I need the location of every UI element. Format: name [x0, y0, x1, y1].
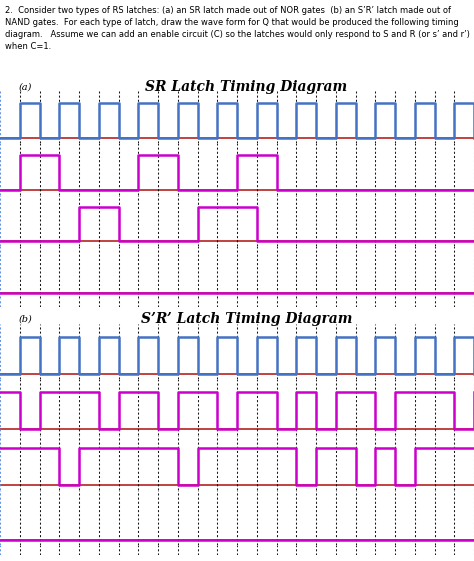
- Text: 2.  Consider two types of RS latches: (a) an SR latch made out of NOR gates  (b): 2. Consider two types of RS latches: (a)…: [5, 6, 470, 50]
- Text: SR Latch Timing Diagram: SR Latch Timing Diagram: [146, 80, 347, 94]
- Text: S’R’ Latch Timing Diagram: S’R’ Latch Timing Diagram: [141, 312, 352, 327]
- Text: (b): (b): [19, 315, 33, 324]
- Text: (a): (a): [19, 82, 32, 91]
